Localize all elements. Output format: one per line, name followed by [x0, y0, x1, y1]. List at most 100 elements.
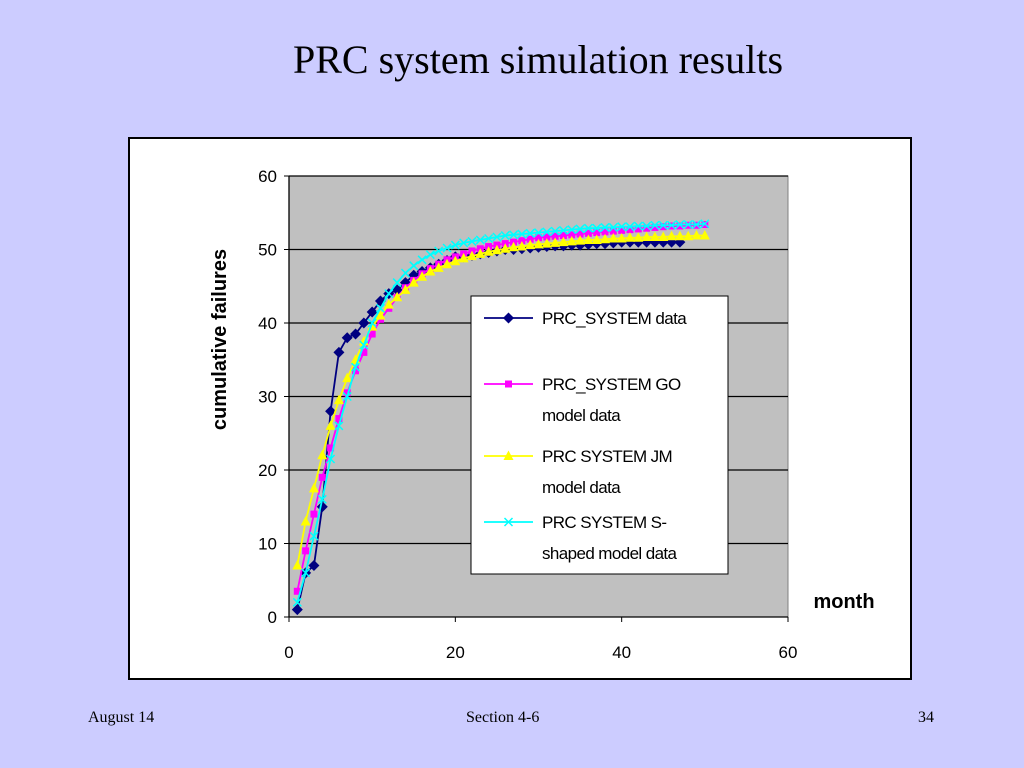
legend-label: shaped model data	[542, 544, 678, 563]
legend-box	[470, 295, 729, 575]
data-point	[292, 560, 303, 570]
x-tick-label: 40	[612, 643, 631, 662]
data-point	[467, 236, 477, 246]
data-point	[333, 394, 344, 405]
data-point	[691, 230, 702, 240]
data-point	[450, 255, 461, 266]
data-point	[608, 232, 619, 243]
data-point	[450, 240, 460, 250]
x-axis-title: month	[813, 591, 874, 613]
y-tick-label: 60	[258, 167, 277, 186]
data-point	[351, 362, 361, 372]
legend-label: PRC SYSTEM S-	[542, 513, 666, 532]
data-point	[466, 250, 477, 261]
data-point	[624, 232, 635, 242]
data-point	[633, 221, 643, 231]
data-point	[633, 232, 644, 242]
data-point	[525, 239, 536, 250]
x-tick-label: 20	[446, 643, 465, 662]
data-point	[691, 219, 702, 230]
data-point	[400, 284, 411, 294]
legend-item-2: PRC_SYSTEM GO model data	[484, 375, 682, 425]
data-point	[458, 252, 469, 263]
data-point	[518, 237, 526, 245]
legend-label: PRC_SYSTEM GO	[542, 375, 681, 394]
data-point	[292, 597, 302, 607]
data-point	[334, 421, 344, 431]
data-point	[500, 231, 510, 241]
data-point	[326, 454, 336, 464]
data-point	[575, 224, 585, 234]
data-point	[327, 444, 335, 452]
data-point	[442, 243, 452, 253]
series-layer	[291, 219, 710, 616]
data-point	[350, 328, 362, 340]
legend-item-4: PRC SYSTEM S-shaped model data	[484, 513, 678, 563]
data-point	[600, 222, 610, 232]
data-point	[584, 229, 592, 237]
data-point	[516, 241, 527, 251]
x-tick-label: 0	[284, 643, 293, 662]
legend-label: model data	[542, 406, 621, 425]
y-tick-label: 30	[258, 388, 277, 407]
slide-title: PRC system simulation results	[292, 37, 784, 82]
data-point	[626, 226, 634, 234]
data-point	[308, 482, 319, 493]
legend-marker	[503, 450, 514, 460]
footer-section: Section 4-6	[466, 709, 540, 726]
data-point	[300, 515, 311, 526]
data-point	[352, 367, 360, 375]
series-3	[292, 230, 710, 570]
data-point	[317, 449, 328, 460]
legend-marker	[505, 380, 512, 388]
data-point	[301, 568, 311, 578]
data-point	[293, 587, 301, 595]
y-tick-label: 50	[258, 241, 277, 260]
data-point	[566, 235, 577, 246]
data-point	[568, 231, 576, 239]
axes: 0 10 20 30 40 50 60 0 20 40 60	[258, 167, 797, 662]
data-point	[433, 262, 444, 272]
y-tick-label: 40	[258, 314, 277, 333]
data-point	[492, 232, 502, 242]
data-point	[683, 230, 694, 241]
data-point	[308, 560, 320, 572]
y-tick-label: 0	[268, 608, 277, 627]
data-point	[659, 223, 667, 231]
data-point	[642, 221, 652, 231]
data-point	[674, 230, 685, 241]
data-point	[359, 340, 369, 350]
data-point	[593, 229, 601, 237]
data-point	[368, 330, 376, 338]
data-point	[533, 228, 544, 238]
data-point	[483, 246, 494, 256]
data-point	[535, 234, 542, 242]
series-4	[292, 219, 710, 607]
data-point	[409, 261, 419, 271]
data-point	[650, 220, 660, 230]
data-point	[643, 224, 651, 232]
data-point	[335, 415, 343, 423]
data-point	[291, 604, 303, 616]
data-point	[417, 271, 428, 281]
data-point	[367, 318, 377, 328]
data-point	[559, 232, 567, 240]
y-axis-title: cumulative failures	[209, 249, 231, 430]
data-point	[675, 219, 685, 230]
data-point	[375, 310, 386, 320]
data-point	[591, 234, 602, 244]
data-point	[658, 220, 668, 230]
data-point	[608, 222, 618, 232]
data-point	[358, 317, 370, 329]
data-point	[508, 241, 519, 252]
data-point	[425, 266, 436, 276]
data-point	[392, 291, 403, 302]
data-point	[375, 303, 386, 313]
data-point	[634, 225, 642, 233]
data-point	[341, 332, 353, 344]
legend-label: model data	[542, 478, 621, 497]
data-point	[576, 230, 584, 238]
data-point	[384, 289, 394, 299]
data-point	[592, 223, 602, 233]
data-point	[475, 235, 485, 245]
